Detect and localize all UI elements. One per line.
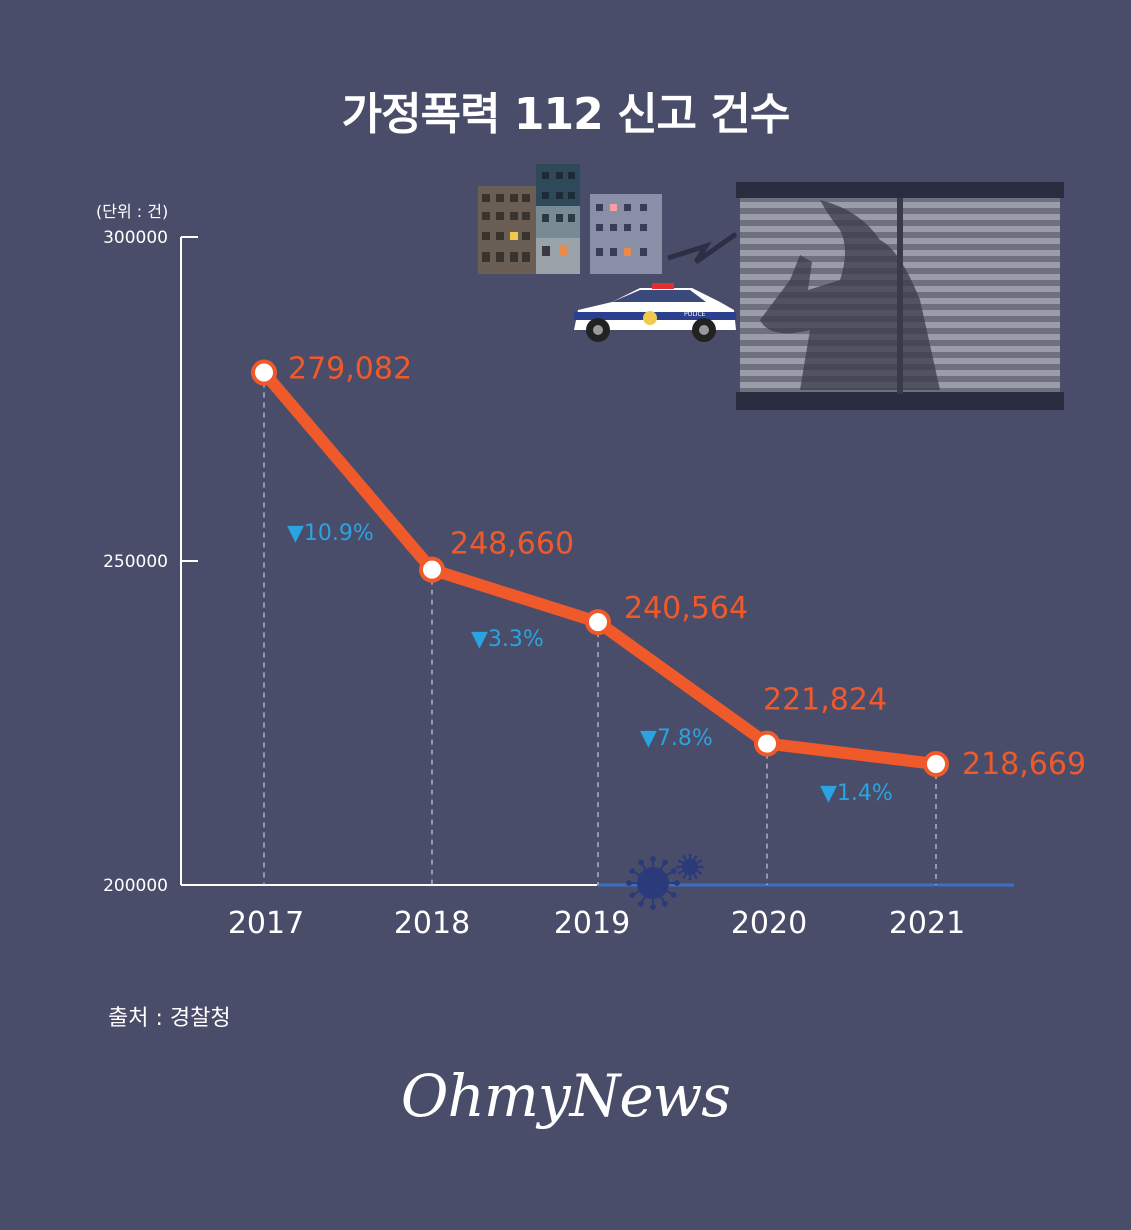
change-label: ▼7.8%	[640, 726, 713, 751]
change-label: ▼3.3%	[471, 627, 544, 652]
x-tick-label: 2021	[889, 906, 965, 941]
x-tick-label: 2020	[731, 906, 807, 941]
virus-icon	[626, 856, 680, 910]
data-point	[923, 751, 949, 778]
y-tick-label: 300000	[103, 228, 168, 248]
data-point	[585, 609, 611, 636]
y-tick-label: 200000	[103, 876, 168, 896]
y-tick-label: 250000	[103, 552, 168, 572]
ohmynews-logo: OhmyNews	[400, 1062, 731, 1130]
data-point	[419, 556, 445, 583]
data-label: 221,824	[763, 683, 887, 718]
unit-label: (단위 : 건)	[96, 202, 169, 221]
data-label: 240,564	[624, 591, 748, 626]
data-label: 218,669	[962, 747, 1086, 782]
police-car-icon: POLICE	[574, 283, 736, 342]
apartment-buildings-icon	[478, 164, 738, 274]
data-label: 279,082	[288, 352, 412, 387]
change-label: ▼10.9%	[287, 521, 374, 546]
x-tick-label: 2019	[554, 906, 630, 941]
data-label: 248,660	[450, 527, 574, 562]
data-point	[251, 359, 277, 386]
virus-icon	[676, 853, 704, 881]
change-label: ▼1.4%	[820, 781, 893, 806]
x-tick-label: 2017	[228, 906, 304, 941]
source-label: 출처 : 경찰청	[108, 1006, 231, 1031]
x-tick-label: 2018	[394, 906, 470, 941]
chart-title: 가정폭력 112 신고 건수	[341, 89, 791, 140]
data-point	[754, 730, 780, 757]
window-shadow-icon	[736, 182, 1064, 410]
police-car-text: POLICE	[684, 311, 706, 318]
